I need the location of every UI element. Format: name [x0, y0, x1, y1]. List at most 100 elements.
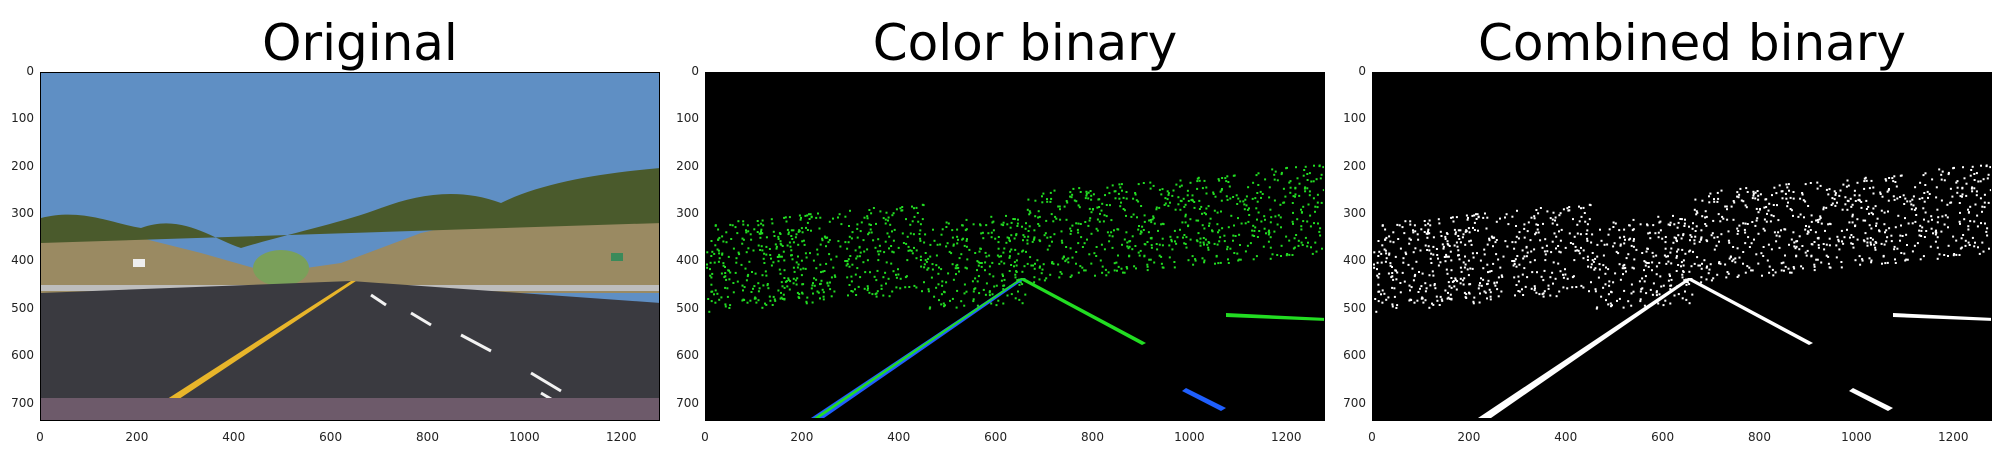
edge-pixel — [1893, 245, 1896, 248]
edge-pixel — [1562, 286, 1565, 289]
edge-pixel — [1086, 238, 1088, 241]
edge-pixel — [1472, 302, 1475, 305]
edge-pixel — [1981, 210, 1983, 213]
edge-pixel — [1463, 291, 1466, 294]
edge-pixel — [745, 251, 748, 254]
edge-pixel — [821, 270, 824, 273]
edge-pixel — [944, 304, 946, 307]
edge-pixel — [1918, 234, 1921, 237]
x-tick-label: 800 — [1748, 430, 1771, 444]
edge-pixel — [1079, 265, 1082, 268]
edge-pixel — [1922, 255, 1925, 258]
edge-pixel — [709, 274, 712, 277]
edge-pixel — [1526, 230, 1529, 233]
edge-pixel — [1518, 231, 1521, 234]
edge-pixel — [821, 237, 824, 240]
edge-pixel — [1413, 224, 1416, 227]
edge-pixel — [1751, 221, 1754, 223]
edge-pixel — [1614, 222, 1617, 225]
edge-pixel — [1059, 271, 1062, 273]
edge-pixel — [1893, 248, 1896, 251]
edge-pixel — [1781, 190, 1784, 193]
edge-pixel — [1842, 183, 1845, 186]
edge-pixel — [1518, 263, 1521, 266]
edge-pixel — [1044, 232, 1047, 235]
edge-pixel — [1517, 290, 1520, 292]
edge-pixel — [1612, 245, 1615, 248]
edge-pixel — [1026, 239, 1029, 242]
edge-pixel — [1696, 256, 1699, 259]
edge-pixel — [1576, 232, 1579, 235]
edge-pixel — [1771, 268, 1774, 271]
edge-pixel — [1504, 240, 1507, 243]
edge-pixel — [757, 290, 760, 293]
edge-pixel — [796, 277, 799, 280]
edge-pixel — [751, 271, 753, 273]
edge-pixel — [1988, 247, 1990, 250]
edge-pixel — [1731, 260, 1734, 263]
edge-pixel — [913, 246, 915, 249]
edge-pixel — [1769, 220, 1772, 223]
edge-pixel — [1841, 240, 1843, 243]
edge-pixel — [984, 269, 986, 272]
edge-pixel — [941, 284, 944, 287]
edge-pixel — [1975, 194, 1978, 197]
edge-pixel — [1700, 229, 1703, 232]
edge-pixel — [1864, 232, 1867, 235]
edge-pixel — [1757, 211, 1760, 214]
edge-pixel — [1676, 226, 1679, 229]
edge-pixel — [1026, 262, 1029, 265]
edge-pixel — [1173, 261, 1176, 263]
edge-pixel — [1146, 269, 1149, 272]
edge-pixel — [882, 294, 885, 297]
edge-pixel — [1186, 189, 1189, 192]
edge-pixel — [1196, 180, 1199, 183]
edge-pixel — [869, 271, 871, 274]
edge-pixel — [1460, 270, 1463, 273]
edge-pixel — [787, 233, 790, 236]
edge-pixel — [1746, 191, 1749, 193]
edge-pixel — [1754, 191, 1757, 194]
edge-pixel — [1049, 200, 1052, 203]
edge-pixel — [1564, 246, 1567, 249]
edge-pixel — [978, 292, 981, 295]
edge-pixel — [1849, 197, 1852, 200]
edge-pixel — [1109, 204, 1111, 207]
edge-pixel — [1467, 216, 1469, 219]
edge-pixel — [1045, 219, 1048, 222]
edge-pixel — [1235, 194, 1238, 197]
edge-pixel — [1149, 181, 1152, 184]
edge-pixel — [1457, 254, 1459, 257]
edge-pixel — [1552, 282, 1554, 285]
edge-pixel — [1271, 168, 1274, 171]
edge-pixel — [1870, 211, 1873, 214]
edge-pixel — [1946, 203, 1949, 206]
edge-pixel — [1775, 234, 1778, 237]
edge-pixel — [755, 301, 758, 304]
edge-pixel — [1280, 173, 1283, 176]
edge-pixel — [1952, 235, 1955, 238]
edge-pixel — [1630, 292, 1633, 295]
edge-pixel — [1633, 238, 1635, 241]
edge-pixel — [746, 275, 749, 278]
edge-pixel — [1982, 178, 1985, 181]
edge-pixel — [1195, 219, 1198, 222]
edge-pixel — [801, 231, 804, 234]
edge-pixel — [1470, 243, 1473, 246]
panel-color-binary: Color binary — [705, 0, 1365, 458]
edge-pixel — [1100, 209, 1103, 212]
edge-pixel — [1588, 290, 1590, 293]
edge-pixel — [1095, 246, 1098, 248]
edge-pixel — [1080, 236, 1083, 239]
edge-pixel — [1670, 262, 1673, 265]
edge-pixel — [1273, 230, 1276, 233]
edge-pixel — [1472, 226, 1474, 229]
edge-pixel — [1717, 197, 1720, 200]
edge-pixel — [1880, 209, 1883, 212]
edge-pixel — [1655, 273, 1658, 276]
x-tick-label: 1200 — [605, 430, 637, 444]
edge-pixel — [1726, 208, 1728, 211]
edge-pixel — [897, 268, 899, 271]
edge-pixel — [976, 269, 978, 272]
edge-pixel — [877, 253, 880, 256]
